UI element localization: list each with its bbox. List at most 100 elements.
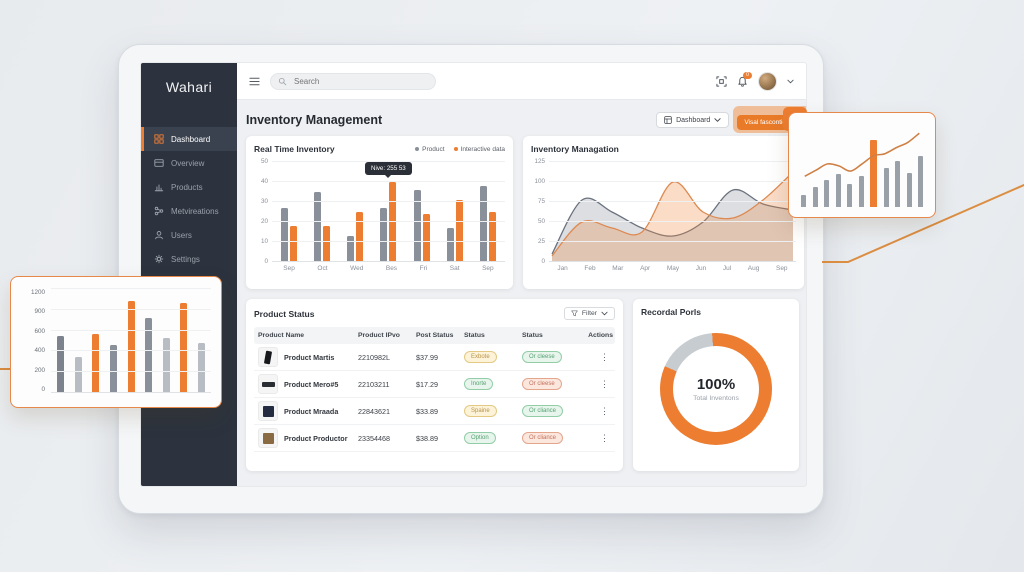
gridline [51,308,211,310]
table-body: Product Martis 2210982L $37.99 Exbote Or cle… [254,344,615,452]
sidebar-item-overview[interactable]: Overview [141,151,237,175]
area-chart-plot: 0 25 50 75 100 125 [534,158,796,265]
y-axis-tick: 125 [534,158,545,165]
bar-chart-plot: Nive: 255 53 0 10 20 30 40 50 [261,158,505,265]
trend-line-path [804,132,920,178]
search-field[interactable] [292,75,428,87]
row-actions-button[interactable]: ⋮ [600,432,609,443]
notifications-button[interactable]: 0 [737,71,752,87]
gridline [272,241,505,242]
profile-chevron-down-icon[interactable] [787,76,794,87]
gridline [51,350,211,352]
sidebar-item-label: Users [171,230,192,240]
bar [92,334,100,393]
chart-tooltip: Nive: 255 53 [365,162,412,178]
bar-series [51,289,211,393]
table-row[interactable]: Product Mero#5 22103211 $17.29 Inorte Or cle… [254,371,615,398]
sidebar-item-settings[interactable]: Settings [141,247,237,271]
gear-icon [154,254,164,264]
area-fill [552,189,793,262]
search-input[interactable] [270,72,436,90]
product-ip: 2210982L [358,352,390,362]
status-cell: Spaine [460,405,518,417]
x-axis-tick: Jan [557,265,568,272]
table-row[interactable]: Product Mraada 22843621 $33.89 Spaine Or cli… [254,398,615,425]
sidebar-menu: Dashboard Overview Products Metvireations Us… [141,127,237,271]
x-axis-tick: Sep [775,265,788,272]
y-axis-tick: 100 [534,178,545,185]
status-cell: Or cliance [518,405,582,417]
bar-series [272,162,505,262]
row-actions-button[interactable]: ⋮ [600,351,609,362]
status-badge: Option [464,432,496,444]
bar [456,200,464,262]
y-axis-tick: 75 [537,198,545,205]
bar-group [380,182,397,262]
hamburger-menu-icon[interactable] [249,76,260,87]
bar-group [447,200,464,262]
dashboard-dropdown-button[interactable]: Dashboard [656,112,730,128]
status-cell: Exbote [460,351,518,363]
product-thumbnail [258,428,278,448]
notification-badge: 0 [743,71,752,79]
chevron-down-icon [714,116,721,124]
donut-value: 100% [696,376,736,393]
product-thumbnail [258,374,278,394]
avatar[interactable] [758,71,777,91]
legend-item: Interactive data [453,145,505,153]
bar [57,335,64,393]
column-header: Product Name [258,332,305,339]
sidebar-item-users[interactable]: Users [141,223,237,247]
filter-button[interactable]: Filter [563,307,615,320]
share-icon [154,206,164,216]
donut-center: 100% Total Inventons [660,333,772,445]
user-icon [154,230,164,240]
bar [180,302,188,393]
main-area: 0 Inventory Management Dashboard [237,63,806,486]
x-axis-tick: Jul [722,265,732,272]
bar [127,301,135,393]
sidebar-item-products[interactable]: Products [141,175,237,199]
sidebar-item-label: Metvireations [171,206,219,216]
x-axis-tick: May [666,265,680,272]
bar [413,190,421,262]
page-title: Inventory Management [246,113,383,127]
status-cell: Option [460,432,518,444]
bar-group [413,190,430,262]
row-actions-button[interactable]: ⋮ [600,405,609,416]
donut-title: Recordal Porls [641,307,701,317]
bar-group [480,186,497,262]
product-name: Product Mraada [284,406,339,416]
table-row[interactable]: Product Martis 2210982L $37.99 Exbote Or cle… [254,344,615,371]
y-axis-tick: 600 [34,327,45,335]
gridline [549,261,796,262]
inventory-managation-card: Inventory Managation 0 25 50 75 100 125 Jan Fe… [523,136,804,289]
scan-icon[interactable] [716,75,727,87]
legend-label: Interactive data [460,145,505,153]
table-row[interactable]: Product Productor 23354468 $38.89 Option Or … [254,425,615,452]
product-status-card: Product Status Filter Product Name Produc… [246,299,623,471]
post-status: $37.99 [416,352,438,362]
bar-group [313,192,330,262]
sidebar-item-metvireations[interactable]: Metvireations [141,199,237,223]
dashboard-screen: Wahari Dashboard Overview Products Metvirea… [141,63,806,486]
x-axis-tick: Aug [747,265,760,272]
x-axis-tick: Feb [584,265,596,272]
row-actions-button[interactable]: ⋮ [600,378,609,389]
product-thumbnail [258,347,278,367]
gridline [51,392,211,393]
gridline [272,221,505,222]
bar [447,228,455,262]
product-name: Product Mero#5 [284,379,339,389]
bar [422,214,430,262]
bar [347,236,355,262]
gridline [272,201,505,202]
bar [918,155,923,207]
bar [280,208,288,262]
sidebar-item-dashboard[interactable]: Dashboard [141,127,237,151]
status-cell: Or cleese [518,378,582,390]
product-name-cell: Product Productor [254,428,354,448]
x-axis-tick: Bes [385,265,398,272]
chart-title: Real Time Inventory [254,144,335,154]
floating-trend-chart-card [788,112,936,218]
